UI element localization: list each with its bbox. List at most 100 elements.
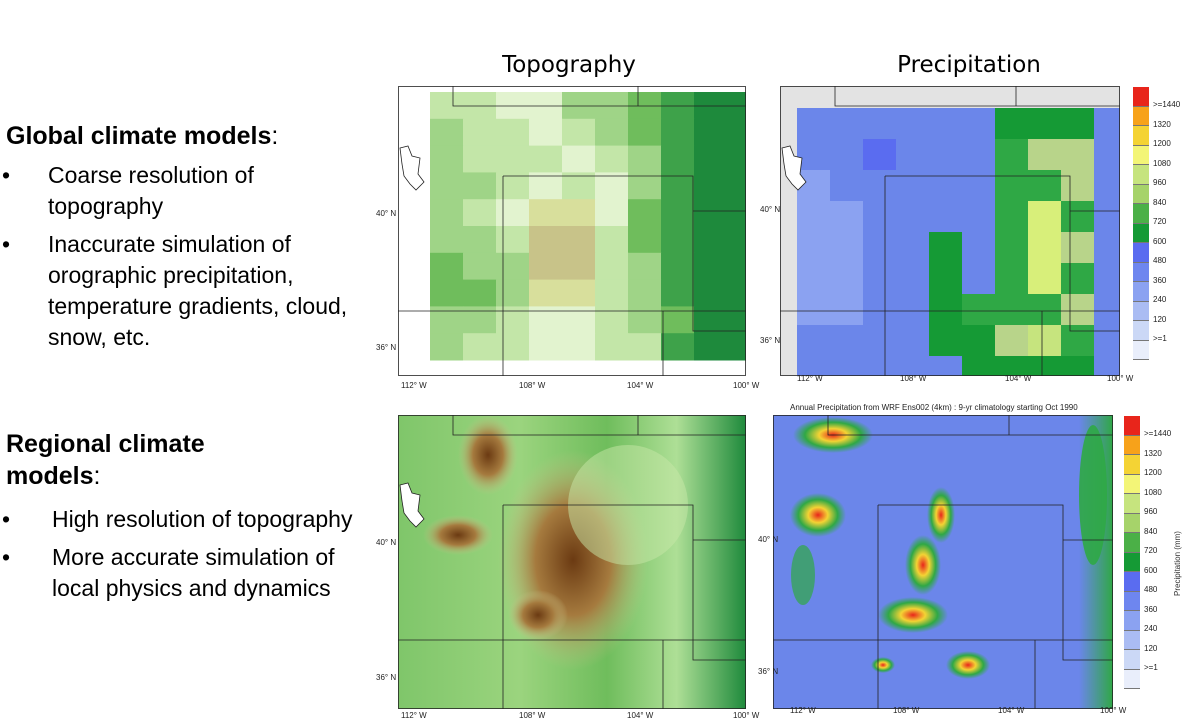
colorbar-tick-label: 120 bbox=[1144, 643, 1158, 653]
grid-cell bbox=[463, 252, 497, 281]
grid-cell bbox=[1061, 325, 1095, 357]
grid-cell bbox=[896, 201, 930, 233]
grid-cell bbox=[995, 201, 1029, 233]
grid-cell bbox=[863, 201, 897, 233]
lat-label-36n-precip-hr: 36° N bbox=[758, 667, 779, 676]
grid-cell bbox=[562, 279, 596, 307]
grid-cell bbox=[962, 263, 996, 295]
grid-cell bbox=[797, 325, 831, 357]
grid-cell bbox=[995, 325, 1029, 357]
colorbar-segment bbox=[1124, 474, 1140, 494]
coarse-topography-map bbox=[398, 86, 746, 376]
grid-cell bbox=[727, 172, 746, 200]
colorbar-tick-label: 480 bbox=[1144, 585, 1158, 594]
grid-cell bbox=[1061, 139, 1095, 171]
regional-title-line2: models bbox=[6, 462, 94, 490]
grid-cell bbox=[628, 199, 662, 227]
grid-cell bbox=[863, 325, 897, 357]
colorbar-tick-label: 840 bbox=[1144, 526, 1158, 536]
grid-cell bbox=[430, 226, 464, 254]
lon-label-112w-topo: 112° W bbox=[401, 381, 427, 390]
colorbar-tick-label: 840 bbox=[1153, 197, 1167, 207]
lat-label-36n-precip: 36° N bbox=[760, 336, 781, 345]
grid-cell bbox=[1028, 139, 1062, 171]
grid-cell bbox=[463, 145, 497, 173]
colorbar-tick-label: 960 bbox=[1144, 507, 1158, 516]
grid-cell bbox=[896, 108, 930, 140]
grid-cell bbox=[529, 118, 563, 147]
grid-cell bbox=[797, 201, 831, 233]
grid-cell bbox=[529, 252, 563, 281]
colorbar-tick-label: 960 bbox=[1153, 178, 1167, 187]
colorbar-segment bbox=[1133, 145, 1149, 165]
grid-cell bbox=[896, 325, 930, 357]
grid-cell bbox=[430, 333, 464, 361]
grid-cell bbox=[1094, 325, 1120, 357]
lon-label-108w-precip: 108° W bbox=[900, 374, 927, 383]
grid-cell bbox=[1094, 294, 1120, 326]
grid-cell bbox=[1028, 108, 1062, 140]
grid-cell bbox=[496, 333, 530, 361]
lat-label-40n-topo: 40° N bbox=[376, 209, 397, 218]
grid-cell bbox=[628, 333, 662, 361]
grid-cell bbox=[1028, 170, 1062, 202]
grid-cell bbox=[628, 172, 662, 200]
grid-cell bbox=[496, 172, 530, 200]
grid-cell bbox=[1061, 294, 1095, 326]
lat-label-36n-topo-hr: 36° N bbox=[376, 673, 397, 682]
grid-cell bbox=[661, 306, 695, 334]
grid-cell bbox=[529, 199, 563, 227]
grid-cell bbox=[863, 294, 897, 326]
grid-cell bbox=[929, 139, 963, 171]
colorbar-tick-label: 1080 bbox=[1153, 158, 1171, 168]
colorbar-segment bbox=[1133, 126, 1149, 146]
grid-cell bbox=[830, 325, 864, 357]
grid-cell bbox=[1061, 201, 1095, 233]
grid-cell bbox=[463, 226, 497, 254]
grid-cell bbox=[529, 172, 563, 200]
colorbar-segment bbox=[1124, 650, 1140, 670]
grid-cell bbox=[962, 201, 996, 233]
colorbar-segment bbox=[1133, 243, 1149, 263]
grid-cell bbox=[430, 199, 464, 227]
grid-cell bbox=[995, 232, 1029, 264]
lon-label-112w-topo-hr: 112° W bbox=[401, 711, 427, 720]
lon-label-108w-topo-hr: 108° W bbox=[519, 711, 546, 720]
lat-label-40n-precip: 40° N bbox=[760, 205, 781, 214]
grid-cell bbox=[830, 170, 864, 202]
grid-cell bbox=[727, 252, 746, 281]
grid-cell bbox=[496, 199, 530, 227]
bullet-item: High resolution of topography bbox=[2, 504, 357, 535]
grid-cell bbox=[661, 172, 695, 200]
grid-cell bbox=[529, 279, 563, 307]
grid-cell bbox=[929, 356, 963, 376]
grid-cell bbox=[1061, 170, 1095, 202]
grid-cell bbox=[595, 306, 629, 334]
grid-cell bbox=[1028, 232, 1062, 264]
colorbar-tick-label: 600 bbox=[1144, 565, 1158, 575]
grid-cell bbox=[694, 118, 728, 147]
grid-cell bbox=[929, 294, 963, 326]
grid-cell bbox=[962, 232, 996, 264]
grid-cell bbox=[797, 263, 831, 295]
grid-cell bbox=[1094, 263, 1120, 295]
colorbar-segment bbox=[1124, 513, 1140, 533]
grid-cell bbox=[1061, 263, 1095, 295]
colorbar-segment bbox=[1124, 533, 1140, 553]
grid-cell bbox=[995, 139, 1029, 171]
colorbar-segment bbox=[1124, 630, 1140, 650]
bullet-item: Coarse resolution of topography bbox=[2, 160, 352, 222]
grid-cell bbox=[562, 199, 596, 227]
colorbar-segment bbox=[1124, 455, 1140, 475]
grid-cell bbox=[995, 263, 1029, 295]
colorbar-tick-label: 600 bbox=[1153, 236, 1167, 246]
grid-cell bbox=[661, 333, 695, 361]
grid-cell bbox=[830, 139, 864, 171]
grid-cell bbox=[995, 294, 1029, 326]
grid-cell bbox=[562, 333, 596, 361]
grid-cell bbox=[694, 279, 728, 307]
grid-cell bbox=[896, 139, 930, 171]
lon-label-100w-topo: 100° W bbox=[733, 381, 760, 390]
grid-cell bbox=[628, 145, 662, 173]
grid-cell bbox=[797, 108, 831, 140]
